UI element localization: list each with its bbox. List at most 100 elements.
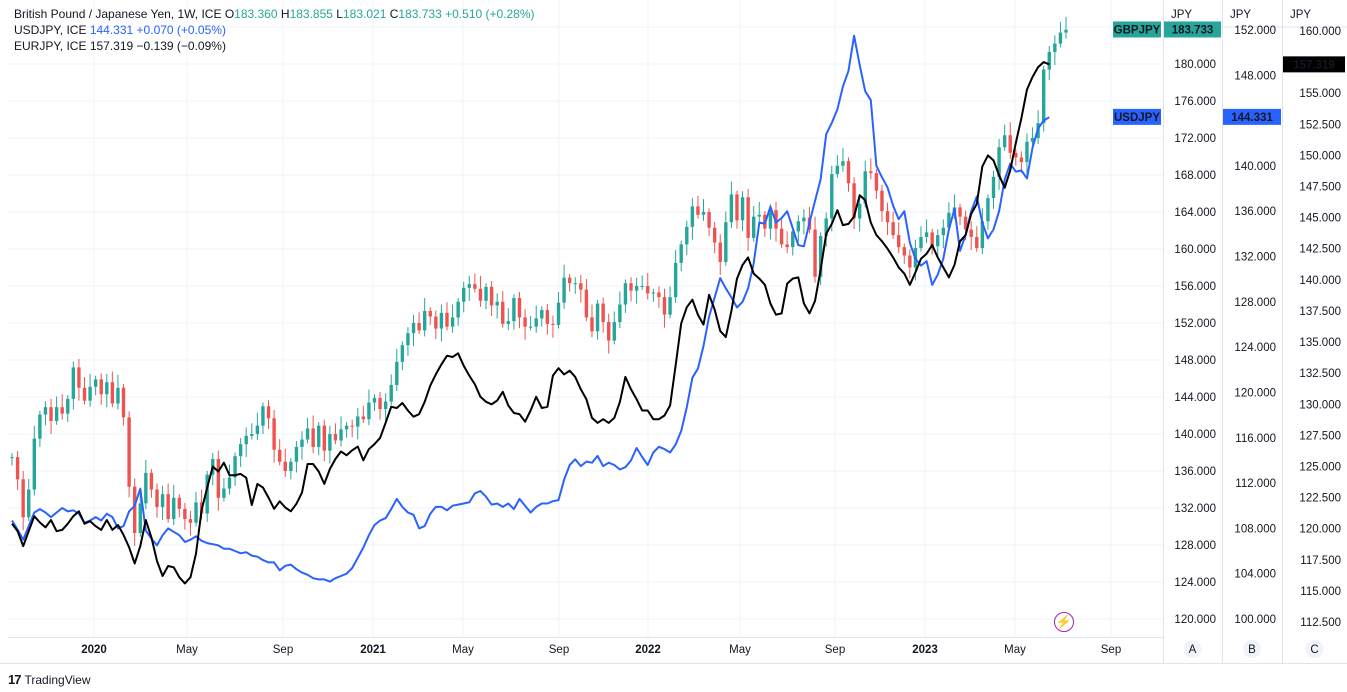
price-tick-label: 137.500 — [1299, 306, 1341, 318]
price-tick-label: 132.500 — [1299, 368, 1341, 380]
eur-value: 157.319 — [89, 39, 134, 53]
candle — [277, 439, 282, 466]
candle — [32, 425, 37, 496]
badge-gbpjpy-label-bg — [1113, 21, 1161, 38]
price-tick-label: 127.500 — [1299, 430, 1341, 442]
candle-body — [283, 461, 287, 471]
candle-body — [746, 197, 750, 238]
candle-body — [869, 171, 873, 174]
candle — [317, 421, 321, 456]
candle — [501, 291, 505, 328]
candle — [634, 277, 639, 304]
candle — [356, 408, 360, 440]
candle — [746, 188, 750, 251]
candle-body — [227, 477, 232, 489]
price-tick-label: 176.000 — [1174, 96, 1216, 108]
candle — [612, 311, 616, 345]
price-tick-label: 152.000 — [1234, 25, 1276, 37]
candle — [701, 199, 706, 221]
candle — [127, 411, 131, 498]
lightning-icon[interactable]: ⚡ — [1054, 612, 1074, 632]
candle — [395, 348, 399, 391]
tradingview-logo-icon: 17 — [8, 672, 22, 687]
candle — [885, 202, 890, 236]
candle — [305, 417, 310, 444]
price-tick-label: 142.500 — [1299, 244, 1341, 256]
candle — [980, 208, 985, 255]
candle-body — [378, 397, 382, 410]
badge-usdjpy-label-text: USDJPY — [1114, 112, 1160, 124]
price-tick-label: 124.000 — [1174, 577, 1216, 589]
candle-body — [356, 416, 360, 427]
candle — [149, 469, 154, 498]
candle-body — [540, 310, 544, 319]
candle — [930, 228, 934, 255]
candle-body — [439, 312, 444, 329]
candle — [813, 216, 817, 283]
candle-body — [172, 497, 176, 520]
price-tick-label: 122.500 — [1299, 493, 1341, 505]
candle — [99, 373, 103, 405]
candle-body — [305, 428, 310, 440]
candle-body — [250, 434, 254, 436]
candle — [495, 293, 499, 319]
candle-body — [116, 387, 120, 404]
candle — [266, 400, 271, 429]
candle — [791, 227, 795, 256]
candle-body — [372, 397, 377, 403]
candle — [88, 373, 92, 407]
candle — [344, 421, 349, 438]
price-tick-label: 147.500 — [1299, 182, 1341, 194]
candle — [300, 431, 304, 460]
candle — [908, 249, 912, 279]
price-tick-label: 172.000 — [1174, 133, 1216, 145]
candle — [261, 402, 265, 434]
price-tick-label: 140.000 — [1174, 429, 1216, 441]
candle-body — [824, 218, 828, 237]
candle-body — [685, 226, 689, 245]
candle — [551, 315, 555, 338]
candle — [835, 155, 840, 178]
candle-body — [121, 387, 126, 418]
candle — [417, 312, 421, 335]
legend-usdjpy[interactable]: USDJPY, ICE 144.331 +0.070 (+0.05%) — [14, 22, 535, 38]
candle — [852, 177, 856, 230]
badge-gbpjpy-value: 183.733 — [1164, 21, 1221, 38]
candle-body — [852, 183, 856, 219]
price-tick-label: 120.000 — [1234, 387, 1276, 399]
price-tick-label: 152.000 — [1174, 318, 1216, 330]
candle-body — [579, 283, 583, 290]
legend-eurjpy[interactable]: EURJPY, ICE 157.319 −0.139 (−0.09%) — [14, 38, 535, 54]
price-tick-label: 140.000 — [1299, 275, 1341, 287]
candle — [389, 374, 393, 406]
candle — [696, 195, 700, 219]
price-tick-label: 180.000 — [1174, 59, 1216, 71]
candle-body — [679, 244, 683, 263]
candle-body — [612, 322, 616, 341]
candle-body — [607, 322, 611, 341]
candle-body — [400, 345, 405, 362]
price-tick-label: 155.000 — [1299, 88, 1341, 100]
candle-body — [768, 210, 773, 229]
price-tick-label: 140.000 — [1234, 161, 1276, 173]
price-tick-label: 164.000 — [1174, 207, 1216, 219]
candle-body — [222, 488, 226, 498]
candle — [1008, 122, 1012, 159]
candle-body — [880, 190, 884, 212]
candle — [434, 310, 438, 340]
candle — [1058, 21, 1063, 48]
footer-brand[interactable]: 17 TradingView — [8, 672, 91, 687]
candle-body — [367, 402, 371, 420]
candle — [657, 286, 661, 308]
legend-main[interactable]: British Pound / Japanese Yen, 1W, ICE O1… — [14, 6, 535, 22]
usd-symbol: USDJPY, ICE — [14, 23, 87, 37]
candle-body — [986, 198, 990, 222]
candle — [869, 158, 873, 180]
badge-usdjpy-value: 144.331 — [1223, 108, 1281, 125]
candle-body — [551, 323, 555, 325]
candle-body — [506, 321, 511, 324]
candle-body — [339, 429, 343, 441]
candle — [712, 221, 717, 254]
candle-body — [673, 262, 678, 298]
candle — [607, 313, 611, 354]
